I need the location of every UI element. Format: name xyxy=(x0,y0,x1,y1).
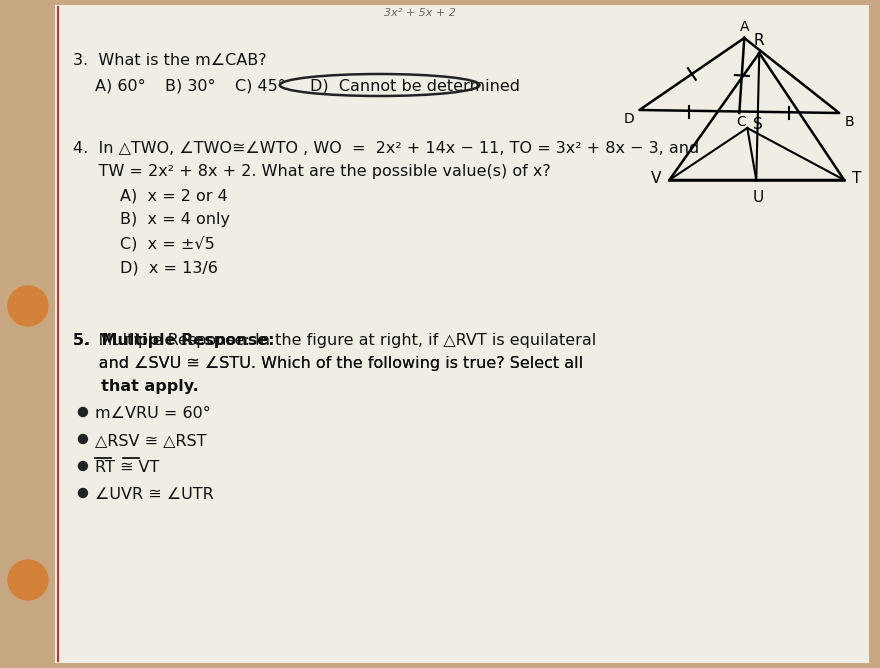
Text: 3.  What is the m∠CAB?: 3. What is the m∠CAB? xyxy=(73,53,267,68)
Text: B)  x = 4 only: B) x = 4 only xyxy=(120,212,230,227)
Circle shape xyxy=(78,462,87,470)
Circle shape xyxy=(78,407,87,417)
Text: 5.  Multiple Response: In the figure at right, if △RVT is equilateral: 5. Multiple Response: In the figure at r… xyxy=(73,333,596,348)
Text: A) 60°: A) 60° xyxy=(95,78,145,93)
Text: S: S xyxy=(753,116,763,132)
Text: C) 45°: C) 45° xyxy=(235,78,285,93)
Text: 3x² + 5x + 2: 3x² + 5x + 2 xyxy=(384,8,456,18)
Circle shape xyxy=(8,286,48,326)
Text: D: D xyxy=(624,112,634,126)
Text: RT ≅ VT: RT ≅ VT xyxy=(95,460,159,475)
Circle shape xyxy=(78,488,87,498)
Text: T: T xyxy=(852,170,862,186)
Text: and ∠SVU ≅ ∠STU. Which of the following is true? Select all: and ∠SVU ≅ ∠STU. Which of the following … xyxy=(73,356,583,371)
Circle shape xyxy=(78,434,87,444)
Text: R: R xyxy=(754,33,765,48)
FancyBboxPatch shape xyxy=(55,5,869,663)
Text: 5.  Multiple Response:: 5. Multiple Response: xyxy=(73,333,275,348)
Text: TW = 2x² + 8x + 2. What are the possible value(s) of x?: TW = 2x² + 8x + 2. What are the possible… xyxy=(73,164,551,179)
Text: 4.  In △TWO, ∠TWO≅∠WTO , WO  =  2x² + 14x − 11, TO = 3x² + 8x − 3, and: 4. In △TWO, ∠TWO≅∠WTO , WO = 2x² + 14x −… xyxy=(73,141,700,156)
Text: △RSV ≅ △RST: △RSV ≅ △RST xyxy=(95,433,207,448)
Text: m∠VRU = 60°: m∠VRU = 60° xyxy=(95,406,210,421)
Text: A)  x = 2 or 4: A) x = 2 or 4 xyxy=(120,188,228,203)
Circle shape xyxy=(8,560,48,600)
Text: D)  x = 13/6: D) x = 13/6 xyxy=(120,260,217,275)
Text: C: C xyxy=(737,115,746,129)
Text: B: B xyxy=(844,115,854,129)
Text: V: V xyxy=(651,170,662,186)
Text: and ∠SVU ≅ ∠STU. Which of the following is true? Select all: and ∠SVU ≅ ∠STU. Which of the following … xyxy=(73,356,583,371)
Text: U: U xyxy=(752,190,764,205)
Text: D)  Cannot be determined: D) Cannot be determined xyxy=(310,78,520,93)
Text: ∠UVR ≅ ∠UTR: ∠UVR ≅ ∠UTR xyxy=(95,487,214,502)
Text: C)  x = ±√5: C) x = ±√5 xyxy=(120,236,215,251)
Text: A: A xyxy=(739,20,749,34)
Text: that apply.: that apply. xyxy=(73,379,199,394)
Text: B) 30°: B) 30° xyxy=(165,78,216,93)
